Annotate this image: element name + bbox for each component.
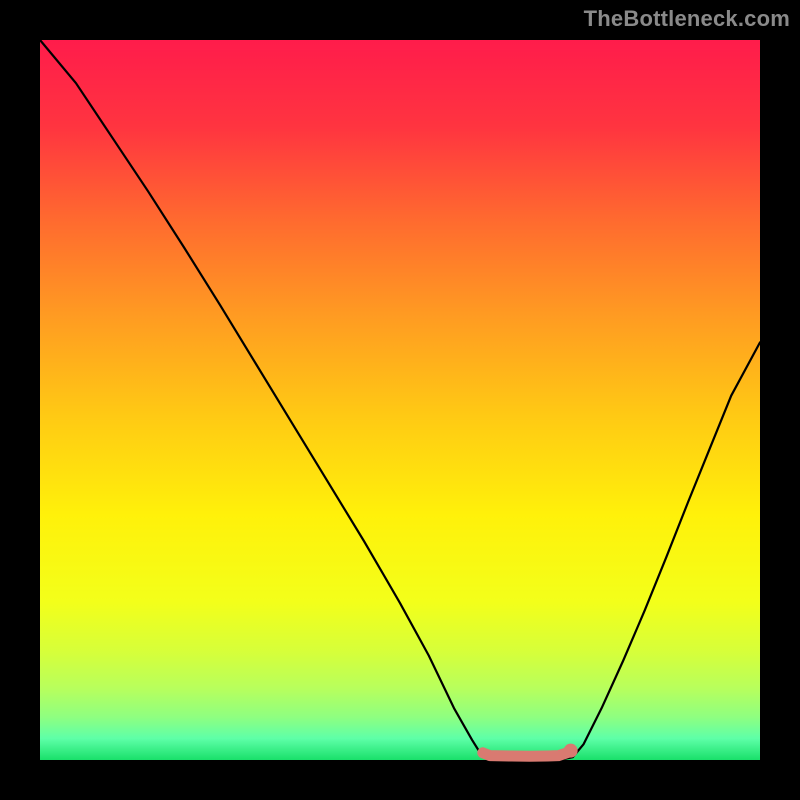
watermark-text: TheBottleneck.com xyxy=(584,6,790,32)
chart-container: TheBottleneck.com xyxy=(0,0,800,800)
plot-background-gradient xyxy=(40,40,760,760)
plot-svg xyxy=(0,0,800,800)
valley-end-marker xyxy=(564,744,578,758)
valley-highlight-bar xyxy=(483,752,569,756)
